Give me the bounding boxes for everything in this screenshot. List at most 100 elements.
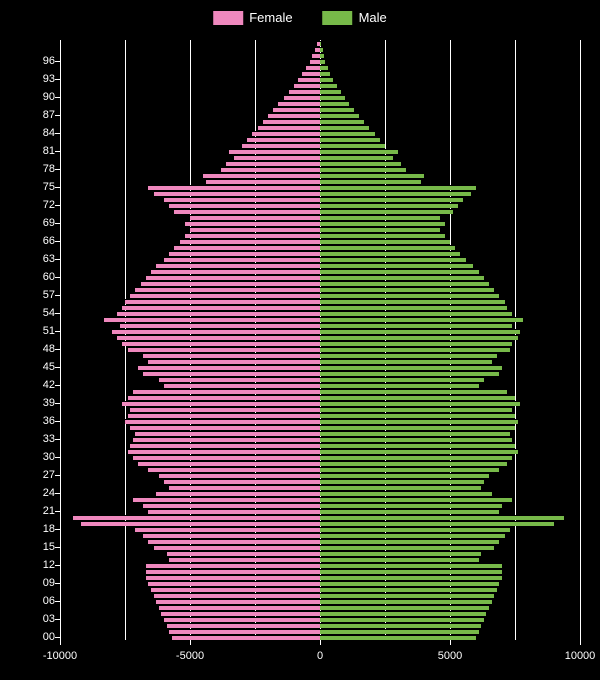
male-bar: [320, 443, 515, 448]
male-bar: [320, 173, 424, 178]
female-bar: [161, 611, 320, 616]
legend-swatch-female: [213, 11, 243, 25]
y-tick-mark: [55, 313, 60, 314]
male-bar: [320, 485, 481, 490]
female-bar: [130, 425, 320, 430]
male-bar: [320, 335, 518, 340]
female-bar: [164, 257, 320, 262]
female-bar: [128, 449, 320, 454]
female-bar: [122, 341, 320, 346]
female-bar: [148, 359, 320, 364]
male-bar: [320, 53, 324, 58]
female-bar: [203, 173, 320, 178]
female-bar: [164, 479, 320, 484]
y-tick-mark: [55, 115, 60, 116]
gridline: [580, 40, 581, 640]
male-bar: [320, 377, 484, 382]
male-bar: [320, 437, 512, 442]
x-tick-label: 0: [317, 650, 323, 662]
female-bar: [146, 569, 320, 574]
male-bar: [320, 563, 502, 568]
female-bar: [154, 545, 320, 550]
y-tick-label: 15: [25, 542, 55, 553]
y-tick-label: 00: [25, 632, 55, 643]
male-bar: [320, 431, 510, 436]
female-bar: [148, 581, 320, 586]
female-bar: [141, 281, 320, 286]
female-bar: [135, 527, 320, 532]
female-bar: [185, 233, 320, 238]
female-bar: [133, 389, 320, 394]
plot-area: 0003060912151821242730333639424548515457…: [60, 40, 580, 640]
female-bar: [128, 413, 320, 418]
male-bar: [320, 251, 460, 256]
female-bar: [148, 539, 320, 544]
female-bar: [125, 419, 320, 424]
y-tick-label: 24: [25, 488, 55, 499]
male-bar: [320, 215, 440, 220]
female-bar: [167, 623, 320, 628]
female-bar: [146, 275, 320, 280]
female-bar: [146, 575, 320, 580]
female-bar: [81, 521, 320, 526]
male-bar: [320, 383, 479, 388]
y-tick-mark: [55, 79, 60, 80]
female-bar: [135, 287, 320, 292]
female-bar: [229, 149, 320, 154]
female-bar: [206, 179, 320, 184]
y-tick-mark: [55, 421, 60, 422]
y-tick-label: 75: [25, 182, 55, 193]
y-tick-label: 30: [25, 452, 55, 463]
y-tick-mark: [55, 439, 60, 440]
male-bar: [320, 221, 445, 226]
y-tick-mark: [55, 241, 60, 242]
male-bar: [320, 161, 401, 166]
legend-item-male: Male: [323, 10, 387, 25]
x-tick-mark: [580, 640, 581, 645]
female-bar: [151, 587, 320, 592]
x-tick-label: 10000: [565, 650, 596, 662]
male-bar: [320, 323, 512, 328]
y-tick-label: 06: [25, 596, 55, 607]
y-tick-label: 54: [25, 308, 55, 319]
female-bar: [268, 113, 320, 118]
male-bar: [320, 401, 520, 406]
y-tick-mark: [55, 529, 60, 530]
female-bar: [151, 269, 320, 274]
y-tick-label: 96: [25, 56, 55, 67]
y-tick-label: 42: [25, 380, 55, 391]
male-bar: [320, 299, 505, 304]
male-bar: [320, 101, 349, 106]
female-bar: [164, 617, 320, 622]
female-bar: [148, 467, 320, 472]
male-bar: [320, 347, 510, 352]
y-tick-mark: [55, 97, 60, 98]
female-bar: [143, 503, 320, 508]
x-tick-mark: [450, 640, 451, 645]
x-tick-mark: [190, 640, 191, 645]
male-bar: [320, 149, 398, 154]
male-bar: [320, 515, 564, 520]
y-tick-label: 12: [25, 560, 55, 571]
y-tick-label: 18: [25, 524, 55, 535]
male-bar: [320, 257, 466, 262]
female-bar: [138, 461, 320, 466]
female-bar: [273, 107, 320, 112]
female-bar: [143, 533, 320, 538]
male-bar: [320, 47, 323, 52]
legend-item-female: Female: [213, 10, 292, 25]
male-bar: [320, 59, 325, 64]
male-bar: [320, 611, 486, 616]
female-bar: [172, 635, 320, 640]
y-tick-mark: [55, 133, 60, 134]
y-tick-mark: [55, 403, 60, 404]
female-bar: [154, 593, 320, 598]
female-bar: [117, 335, 320, 340]
y-tick-mark: [55, 295, 60, 296]
y-tick-mark: [55, 367, 60, 368]
x-tick-mark: [60, 640, 61, 645]
female-bar: [130, 293, 320, 298]
male-bar: [320, 419, 518, 424]
y-tick-label: 93: [25, 74, 55, 85]
female-bar: [154, 191, 320, 196]
